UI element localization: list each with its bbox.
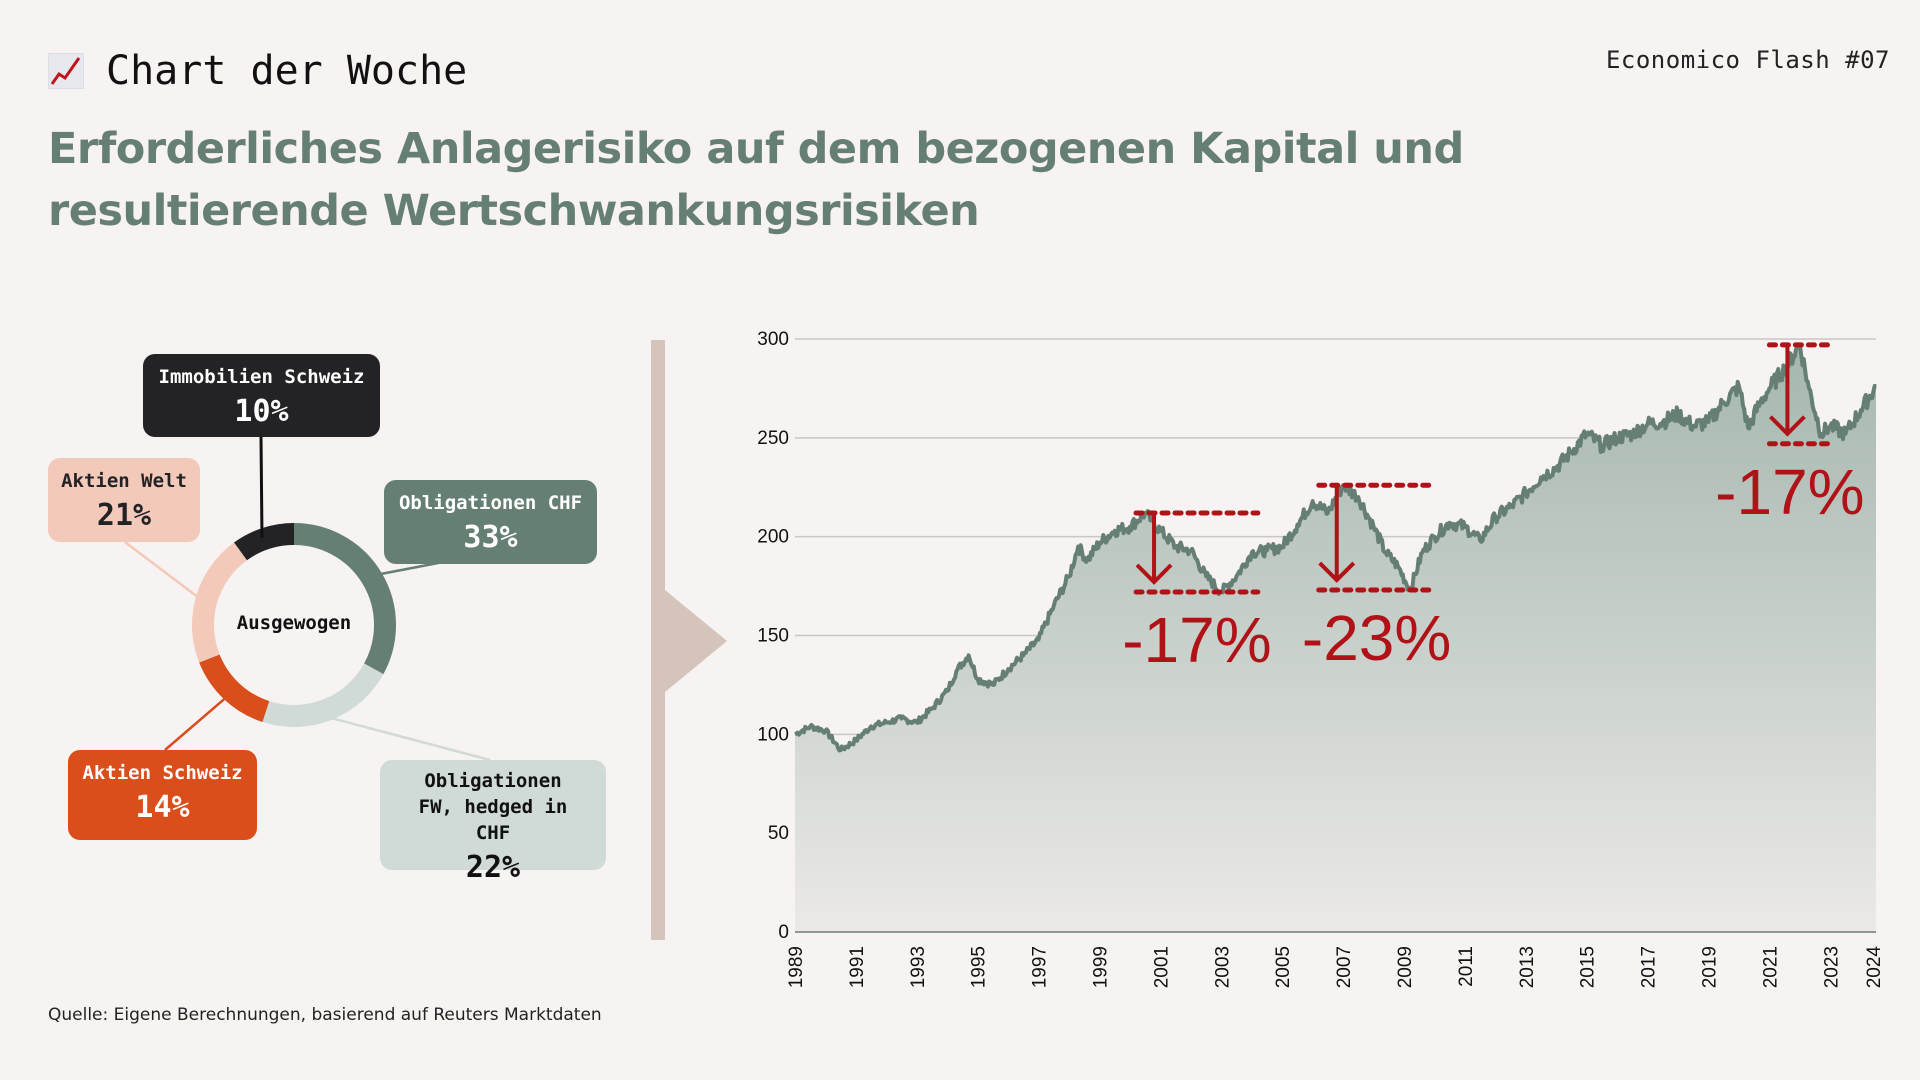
x-tick-label: 2005 bbox=[1273, 946, 1294, 988]
x-tick-label: 2024 bbox=[1864, 946, 1885, 989]
x-tick-label: 2013 bbox=[1517, 946, 1538, 988]
label-value: 10% bbox=[234, 394, 289, 429]
x-tick-label: 2019 bbox=[1700, 946, 1721, 988]
arrow-down-icon bbox=[1769, 344, 1806, 437]
donut-chart bbox=[124, 436, 491, 762]
y-tick-label: 50 bbox=[768, 823, 789, 844]
x-tick-label: 1989 bbox=[786, 946, 807, 988]
label-name: Obligationen CHF bbox=[398, 492, 583, 514]
page-title: Erforderliches Anlagerisiko auf dem bezo… bbox=[48, 124, 1464, 236]
donut-center-label: Ausgewogen bbox=[236, 612, 352, 634]
x-tick-label: 1999 bbox=[1091, 946, 1112, 988]
leader-line bbox=[124, 541, 199, 599]
y-tick-label: 150 bbox=[757, 626, 789, 647]
x-tick-label: 2015 bbox=[1578, 946, 1599, 988]
x-tick-label: 2021 bbox=[1760, 946, 1781, 988]
source-note: Quelle: Eigene Berechnungen, basierend a… bbox=[48, 1005, 602, 1025]
x-tick-label: 2017 bbox=[1639, 946, 1660, 988]
label-immobilien-schweiz: Immobilien Schweiz 10% bbox=[143, 354, 380, 437]
x-tick-label: 1993 bbox=[908, 946, 929, 988]
donut-slice bbox=[262, 663, 384, 727]
donut-slice bbox=[234, 523, 295, 561]
x-tick-label: 2007 bbox=[1334, 946, 1355, 988]
label-aktien-schweiz: Aktien Schweiz 14% bbox=[68, 750, 257, 840]
donut-slice bbox=[192, 542, 248, 663]
x-tick-label: 1995 bbox=[969, 946, 990, 988]
label-obligationen-fw: Obligationen FW, hedged in CHF 22% bbox=[380, 760, 606, 885]
donut-slice bbox=[293, 523, 396, 675]
y-tick-label: 300 bbox=[757, 329, 789, 350]
area-fill bbox=[795, 344, 1876, 932]
y-tick-label: 200 bbox=[757, 527, 789, 548]
drawdown-label: -17% bbox=[1122, 604, 1271, 676]
x-tick-label: 2009 bbox=[1395, 946, 1416, 988]
drawdown-label: -23% bbox=[1302, 602, 1451, 674]
drawdown-annotation: -23% bbox=[1302, 482, 1451, 674]
label-name: Obligationen FW, hedged in CHF bbox=[418, 770, 568, 844]
label-aktien-welt: Aktien Welt 21% bbox=[48, 458, 200, 542]
label-value: 21% bbox=[96, 498, 152, 533]
label-name: Aktien Welt bbox=[61, 470, 187, 492]
leader-line bbox=[259, 436, 264, 539]
donut-slice bbox=[199, 654, 270, 723]
chart-increasing-icon bbox=[48, 53, 84, 89]
x-tick-label: 2011 bbox=[1456, 946, 1477, 987]
label-value: 14% bbox=[135, 790, 190, 825]
label-name: Immobilien Schweiz bbox=[158, 366, 365, 388]
drawdown-label: -17% bbox=[1715, 456, 1864, 528]
x-tick-label: 2003 bbox=[1212, 946, 1233, 988]
x-tick-label: 2001 bbox=[1151, 946, 1172, 988]
label-value: 33% bbox=[463, 520, 518, 555]
arrow-down-icon bbox=[1135, 512, 1173, 585]
x-tick-label: 1997 bbox=[1030, 946, 1051, 988]
x-tick-label: 1991 bbox=[847, 946, 868, 988]
drawdown-annotation: -17% bbox=[1715, 342, 1865, 528]
y-tick-label: 100 bbox=[757, 724, 789, 745]
leader-line bbox=[330, 716, 491, 762]
kicker-text: Chart der Woche bbox=[106, 48, 468, 94]
label-obligationen-chf: Obligationen CHF 33% bbox=[384, 480, 597, 564]
x-tick-label: 2023 bbox=[1821, 946, 1842, 988]
issue-label: Economico Flash #07 bbox=[1605, 46, 1890, 74]
label-value: 22% bbox=[465, 850, 521, 885]
leader-line bbox=[164, 696, 227, 751]
y-tick-label: 0 bbox=[778, 922, 789, 943]
arrow-down-icon bbox=[1318, 485, 1356, 583]
kicker: Chart der Woche bbox=[48, 48, 467, 94]
label-name: Aktien Schweiz bbox=[82, 762, 243, 784]
divider-arrow bbox=[651, 340, 727, 940]
drawdown-annotation: -17% bbox=[1122, 510, 1272, 676]
y-tick-label: 250 bbox=[757, 428, 789, 449]
